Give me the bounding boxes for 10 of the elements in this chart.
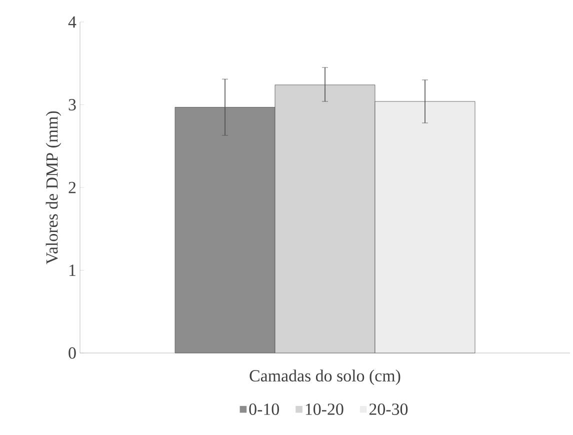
- y-tick-label: 1: [69, 264, 76, 276]
- x-axis-title: Camadas do solo (cm): [250, 370, 400, 385]
- legend-label: 0-10: [249, 404, 279, 415]
- y-tick-label: 3: [68, 99, 76, 110]
- y-axis-title: Valores de DMP (mm): [46, 111, 62, 264]
- y-tick-label: 4: [68, 16, 76, 28]
- legend-label: 20-30: [369, 404, 408, 415]
- legend-label: 10-20: [306, 404, 344, 415]
- y-tick-label: 2: [68, 182, 76, 194]
- y-tick-label: 0: [68, 347, 76, 359]
